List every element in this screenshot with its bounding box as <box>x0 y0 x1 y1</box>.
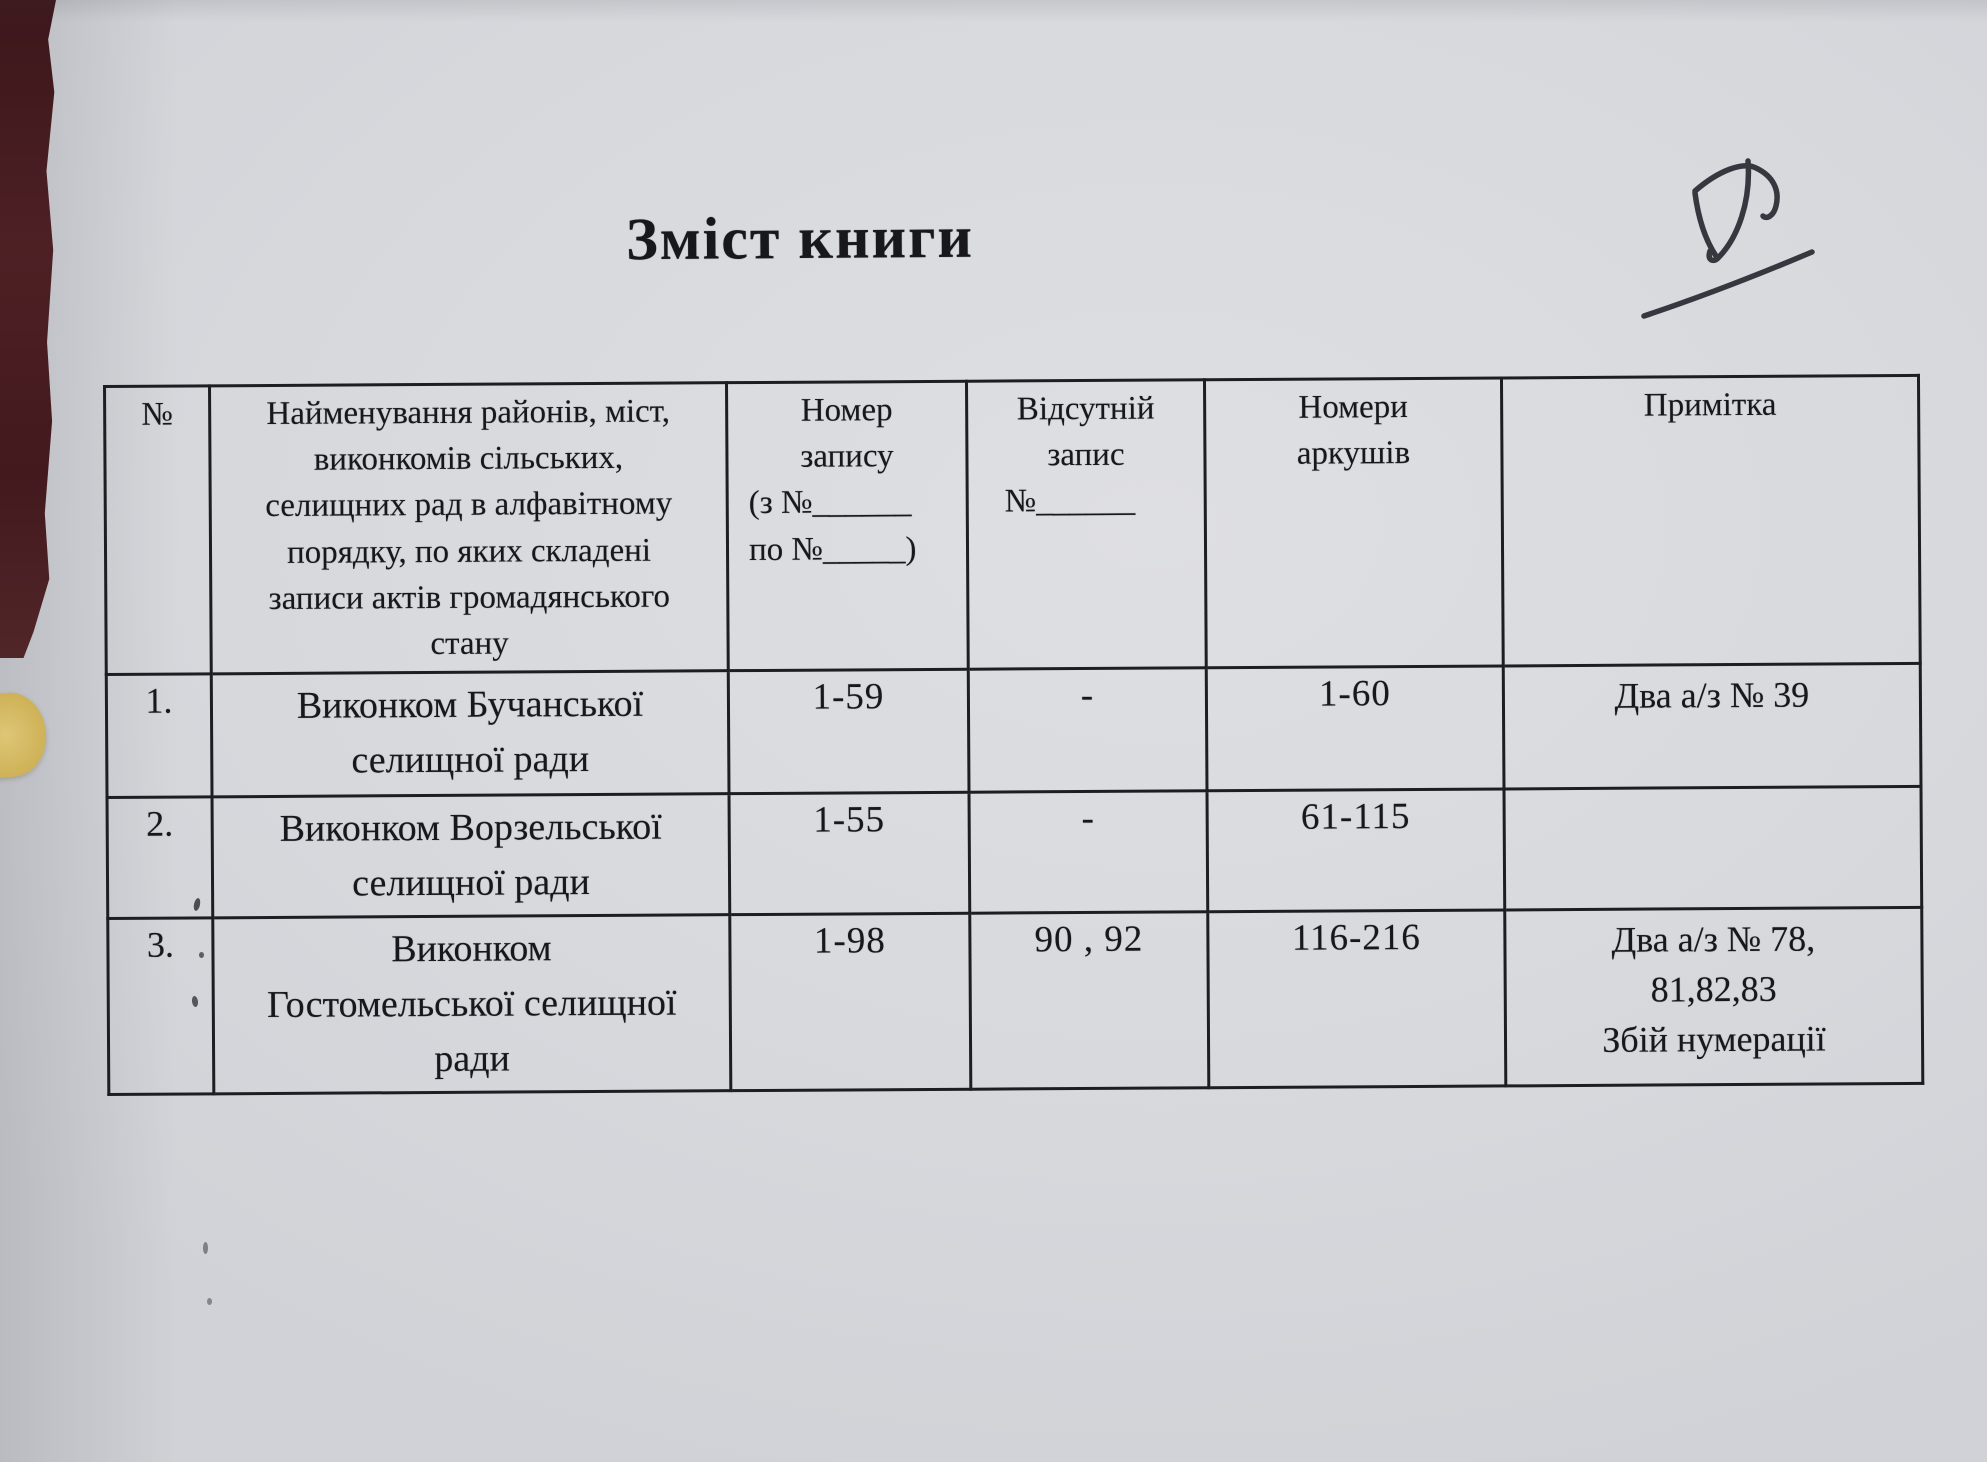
handwritten-mark <box>1641 158 1815 319</box>
table-row-2: 2. Виконком Ворзельської селищної ради 1… <box>107 786 1922 919</box>
cell-note <box>1503 786 1922 911</box>
cell-missing: 90 , 92 <box>969 911 1209 1090</box>
header-note: Примітка <box>1501 375 1921 667</box>
cell-records: 1-55 <box>729 792 970 915</box>
cell-index: 3. <box>107 917 214 1095</box>
cell-sheets: 116-216 <box>1207 910 1506 1088</box>
table-row-1: 1. Виконком Бучанської селищної ради 1-5… <box>106 663 1921 798</box>
cell-missing: - <box>969 790 1208 914</box>
table-header-row: № Найменування районів, міст, виконкомів… <box>104 375 1921 675</box>
header-num: № <box>104 385 212 675</box>
cell-name: Виконком Бучанської селищної ради <box>211 670 730 797</box>
cell-index: 1. <box>106 673 213 798</box>
cell-missing: - <box>968 667 1207 793</box>
cell-records: 1-98 <box>729 913 971 1091</box>
page-title: Зміст книги <box>625 203 975 273</box>
cell-name: Виконком Гостомельської селищної ради <box>212 914 731 1094</box>
cell-records: 1-59 <box>728 669 970 794</box>
cell-sheets: 61-115 <box>1207 789 1505 912</box>
header-num-label: № <box>141 396 174 433</box>
ink-speckle <box>207 1298 212 1305</box>
cell-name: Виконком Ворзельської селищної ради <box>212 793 730 918</box>
cell-sheets: 1-60 <box>1206 666 1504 791</box>
cell-note: Два а/з № 39 <box>1503 663 1921 790</box>
table-row-3: 3. Виконком Гостомельської селищної ради… <box>107 907 1923 1095</box>
ink-speckle <box>203 1242 208 1254</box>
header-sheet-numbers: Номери аркушів <box>1204 377 1504 668</box>
header-name: Найменування районів, міст, виконкомів с… <box>209 382 729 674</box>
contents-table: № Найменування районів, міст, виконкомів… <box>103 374 1924 1096</box>
header-missing-record: Відсутній запис №______ <box>966 379 1207 670</box>
binding-edge-strip <box>0 0 56 658</box>
cell-note: Два а/з № 78, 81,82,83 Збій нумерації <box>1504 907 1923 1087</box>
header-record-number: Номер запису (з №______ по №_____) <box>726 381 969 671</box>
tape-stain <box>0 689 51 779</box>
ink-speckle <box>199 952 204 958</box>
